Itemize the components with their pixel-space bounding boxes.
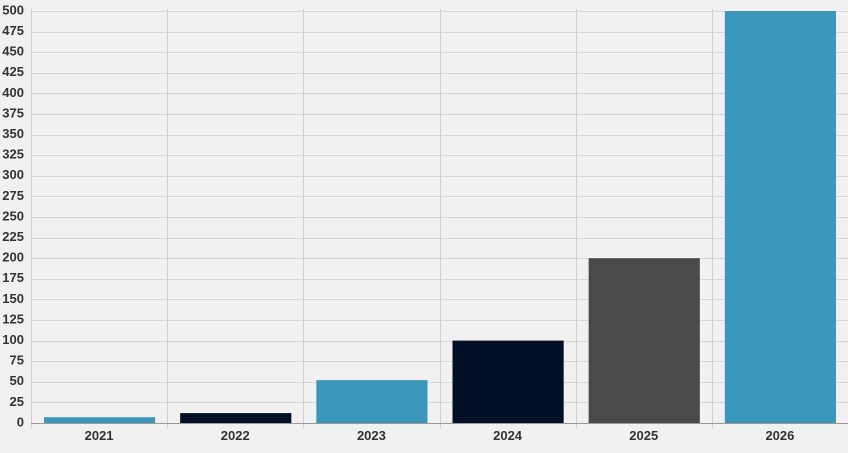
bar-2021[interactable] (44, 417, 156, 423)
y-tick-label: 75 (10, 353, 24, 368)
y-tick-label: 150 (2, 291, 24, 306)
bar-2025[interactable] (588, 258, 700, 423)
y-tick-label: 275 (2, 188, 24, 203)
tick-labels: 0 25 50 75 100 125 150 175 200 225 250 275 300 325 350… (2, 2, 794, 443)
x-tick-label: 2022 (221, 428, 250, 443)
x-tick-label: 2023 (357, 428, 386, 443)
bar-2026[interactable] (724, 11, 836, 423)
y-tick-label: 100 (2, 332, 24, 347)
bars (44, 11, 836, 423)
y-tick-label: 400 (2, 85, 24, 100)
x-tick-label: 2021 (85, 428, 114, 443)
y-tick-label: 325 (2, 147, 24, 162)
y-tick-label: 475 (2, 23, 24, 38)
y-tick-label: 425 (2, 64, 24, 79)
y-tick-label: 125 (2, 311, 24, 326)
y-tick-label: 175 (2, 270, 24, 285)
y-tick-label: 450 (2, 44, 24, 59)
y-tick-label: 0 (17, 414, 24, 429)
y-tick-label: 300 (2, 167, 24, 182)
bar-2024[interactable] (452, 340, 564, 423)
y-tick-label: 25 (10, 394, 24, 409)
y-tick-label: 225 (2, 229, 24, 244)
y-tick-label: 350 (2, 126, 24, 141)
bar-2022[interactable] (180, 413, 292, 423)
x-tick-label: 2025 (629, 428, 658, 443)
y-tick-label: 250 (2, 208, 24, 223)
x-tick-label: 2024 (493, 428, 523, 443)
bar-2023[interactable] (316, 380, 428, 423)
y-tick-label: 200 (2, 250, 24, 265)
y-tick-label: 50 (10, 373, 24, 388)
y-tick-label: 500 (2, 2, 24, 17)
x-tick-label: 2026 (765, 428, 794, 443)
grid (31, 9, 848, 429)
y-tick-label: 375 (2, 105, 24, 120)
